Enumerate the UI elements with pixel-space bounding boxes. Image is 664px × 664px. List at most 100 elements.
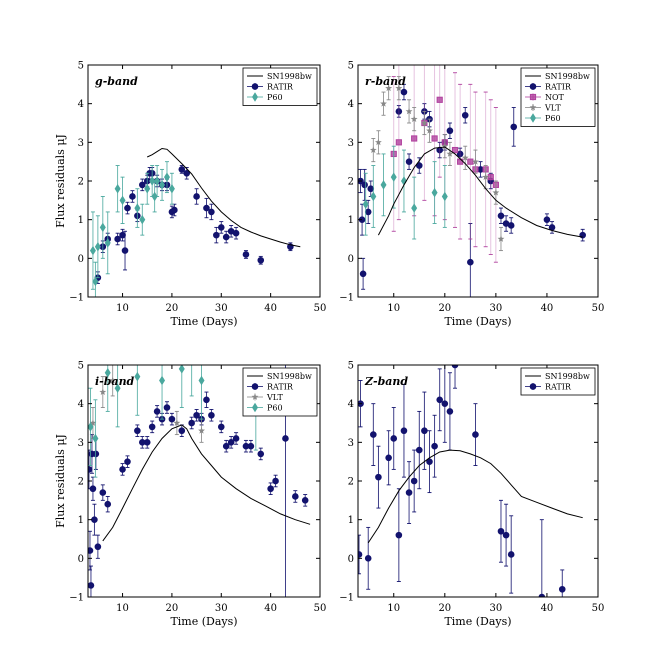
series-ratir xyxy=(358,365,566,597)
data-point xyxy=(159,180,166,190)
x-tick-label: 20 xyxy=(166,603,179,614)
series-ratir xyxy=(88,365,309,597)
data-point xyxy=(159,375,166,386)
data-point xyxy=(203,204,210,212)
legend-entry: RATIR xyxy=(267,83,294,92)
x-tick-label: 40 xyxy=(264,603,277,614)
x-tick-label: 40 xyxy=(264,303,277,314)
data-point xyxy=(385,454,392,462)
data-point xyxy=(507,222,515,229)
legend-entry: P60 xyxy=(267,404,283,413)
legend-entry: SN1998bw xyxy=(267,372,312,381)
legend-box xyxy=(520,367,596,396)
data-point xyxy=(149,176,156,186)
data-point xyxy=(222,233,230,241)
data-point xyxy=(292,493,299,500)
plot-area xyxy=(88,365,311,597)
x-tick-label: 30 xyxy=(215,603,228,614)
data-point xyxy=(421,119,428,126)
y-tick-label: 2 xyxy=(348,177,354,188)
data-point xyxy=(380,100,387,107)
data-point xyxy=(405,158,413,165)
legend-entry: VLT xyxy=(266,393,283,402)
data-point xyxy=(375,473,382,481)
y-tick-label: 2 xyxy=(78,177,84,188)
panel-r-band: 10 20 30 40 50 −1 0 1 2 3 4 5 Time (Days) r-band SN199… xyxy=(339,61,605,329)
y-tick-label: −1 xyxy=(69,293,84,304)
data-point xyxy=(88,466,93,473)
data-point xyxy=(395,84,403,92)
y-tick-label: 5 xyxy=(348,361,354,372)
template-line-sn1998bw xyxy=(367,449,583,544)
data-point xyxy=(99,489,107,496)
data-point xyxy=(451,146,459,154)
data-point xyxy=(446,150,454,157)
data-point xyxy=(431,442,438,450)
x-tick-label: 50 xyxy=(592,303,605,314)
data-point xyxy=(188,419,195,427)
y-tick-label: 0 xyxy=(78,554,84,565)
band-title: r-band xyxy=(365,75,406,88)
legend-marker-icon xyxy=(529,383,537,390)
data-point xyxy=(461,154,469,161)
data-point xyxy=(467,258,474,266)
x-axis-label: Time (Days) xyxy=(444,315,511,328)
data-point xyxy=(88,547,94,554)
data-point xyxy=(426,127,433,134)
data-point xyxy=(410,477,418,485)
axes-frame xyxy=(357,364,599,598)
data-point xyxy=(94,543,102,551)
plot-area xyxy=(89,147,301,297)
data-point xyxy=(400,176,407,186)
y-axis-label: Flux residuals μJ xyxy=(54,434,67,528)
legend-entry: P60 xyxy=(545,114,561,123)
data-point xyxy=(109,376,117,384)
data-point xyxy=(405,107,413,115)
data-point xyxy=(400,427,408,435)
y-tick-label: 4 xyxy=(348,399,354,410)
data-point xyxy=(183,169,191,177)
y-tick-label: 0 xyxy=(78,254,84,265)
x-tick-label: 20 xyxy=(438,603,451,614)
data-point xyxy=(198,375,205,386)
legend-entry: RATIR xyxy=(545,383,572,392)
data-point xyxy=(472,158,479,165)
x-axis-label: Time (Days) xyxy=(444,615,511,628)
series-p60 xyxy=(88,365,259,478)
y-tick-label: 2 xyxy=(348,477,354,488)
data-point xyxy=(163,404,171,411)
data-point xyxy=(446,127,454,135)
data-point xyxy=(482,173,490,180)
data-point xyxy=(178,427,186,435)
data-point xyxy=(431,187,438,198)
data-point xyxy=(92,450,100,458)
data-point xyxy=(441,400,449,407)
legend-marker-icon xyxy=(529,103,537,111)
legend-marker-icon xyxy=(251,393,259,400)
series-vlt xyxy=(89,365,205,443)
x-tick-label: 30 xyxy=(490,303,503,314)
data-point xyxy=(114,235,121,243)
data-point xyxy=(395,139,402,146)
data-point xyxy=(441,142,449,150)
data-point xyxy=(173,419,181,426)
data-point xyxy=(193,193,200,200)
data-point xyxy=(415,162,423,169)
data-point xyxy=(369,146,377,153)
data-point xyxy=(272,477,279,485)
data-point xyxy=(426,458,433,465)
data-point xyxy=(94,241,101,252)
y-tick-label: 4 xyxy=(78,399,84,410)
data-point xyxy=(370,191,377,202)
y-tick-label: −1 xyxy=(339,593,354,604)
x-axis-label: Time (Days) xyxy=(170,615,237,628)
legend-marker-icon xyxy=(529,83,537,90)
data-point xyxy=(242,251,250,258)
data-point xyxy=(89,419,97,426)
y-axis-label: Flux residuals μJ xyxy=(54,134,67,228)
data-point xyxy=(151,191,158,202)
data-point xyxy=(154,176,161,186)
x-tick-label: 40 xyxy=(541,303,554,314)
